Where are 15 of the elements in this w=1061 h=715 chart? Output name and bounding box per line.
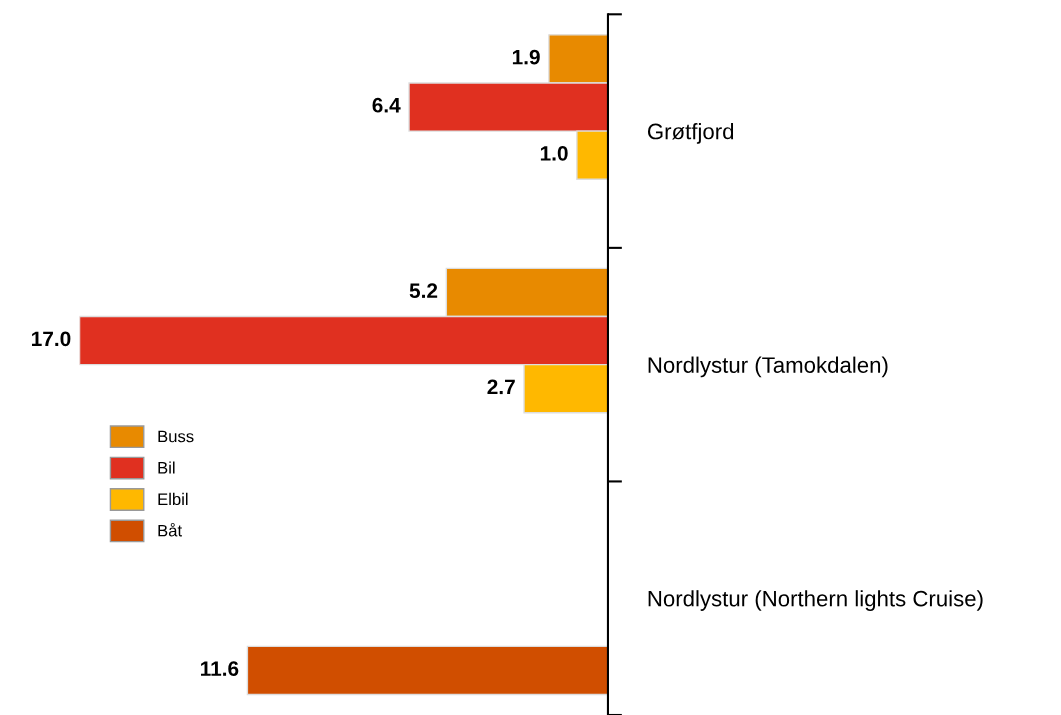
data-label: 17.0 [32, 331, 71, 347]
y-tick-label: Nordlystur (Northern lights Cruise) [648, 590, 983, 611]
y-tick-label: Nordlystur (Tamokdalen) [648, 356, 888, 378]
data-label: 1.9 [512, 49, 540, 65]
data-label: 6.4 [372, 97, 401, 113]
data-label: 1.0 [540, 145, 568, 161]
legend-label: Elbil [158, 492, 188, 506]
data-label: 5.2 [409, 283, 438, 299]
data-label: 11.6 [200, 661, 239, 676]
legend-label: Båt [158, 522, 182, 537]
y-tick-label: Grøtfjord [647, 123, 734, 144]
bar [246, 645, 608, 696]
legend-label: Buss [158, 430, 194, 443]
legend-label: Bil [158, 461, 175, 474]
data-label: 2.7 [487, 379, 515, 395]
